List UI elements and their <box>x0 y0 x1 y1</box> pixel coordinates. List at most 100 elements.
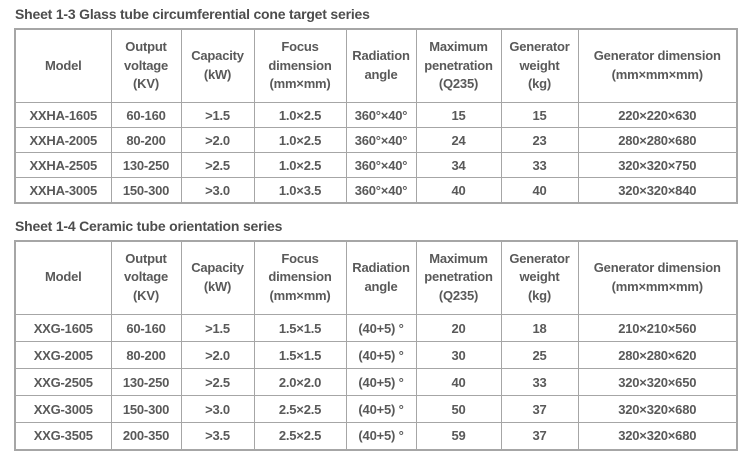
column-header: Radiation angle <box>345 28 417 104</box>
table-cell: 2.5×2.5 <box>253 422 347 451</box>
table-cell: XXG-3005 <box>14 395 112 424</box>
table-cell: 60-160 <box>110 102 182 129</box>
header-row: Model Output voltage (KV) Capacity (kW) Foc… <box>14 240 738 316</box>
table-cell: 2.0×2.0 <box>253 368 347 397</box>
sheet-1-4-title: Sheet 1-4 Ceramic tube orientation serie… <box>15 217 283 234</box>
table-cell: 18 <box>500 314 579 343</box>
table-cell: 15 <box>415 102 502 129</box>
table-cell: 34 <box>415 152 502 179</box>
table-cell: 15 <box>500 102 579 129</box>
column-header: Capacity (kW) <box>180 28 255 104</box>
table-cell: >1.5 <box>180 314 255 343</box>
table-cell: XXG-2005 <box>14 341 112 370</box>
table-cell: (40+5) ° <box>345 395 417 424</box>
table-cell: 200-350 <box>110 422 182 451</box>
table-cell: 80-200 <box>110 341 182 370</box>
table-cell: 150-300 <box>110 395 182 424</box>
table-row: XXHA-2005 80-200 >2.0 1.0×2.5 360°×40° 24 23 28… <box>14 127 738 154</box>
table-cell: 33 <box>500 368 579 397</box>
column-header: Output voltage (KV) <box>110 28 182 104</box>
table-row: XXHA-2505 130-250 >2.5 1.0×2.5 360°×40° 34 33 3… <box>14 152 738 179</box>
table-cell: >3.0 <box>180 177 255 204</box>
column-header: Model <box>14 240 112 316</box>
column-header: Output voltage (KV) <box>110 240 182 316</box>
column-header: Focus dimension (mm×mm) <box>253 240 347 316</box>
table-cell: 1.0×2.5 <box>253 152 347 179</box>
column-header: Maximum penetration (Q235) <box>415 240 502 316</box>
table-cell: 30 <box>415 341 502 370</box>
table-cell: 280×280×620 <box>577 341 738 370</box>
table-header: Model Output voltage (KV) Capacity (kW) Foc… <box>14 28 738 104</box>
table-cell: 360°×40° <box>345 102 417 129</box>
table-cell: 1.0×2.5 <box>253 127 347 154</box>
sheet-1-3-title: Sheet 1-3 Glass tube circumferential con… <box>15 6 370 22</box>
table-body: XXG-1605 60-160 >1.5 1.5×1.5 (40+5) ° 20 18 210… <box>14 314 738 451</box>
table-cell: XXG-3505 <box>14 422 112 451</box>
table-cell: 50 <box>415 395 502 424</box>
column-header: Generator dimension (mm×mm×mm) <box>577 240 738 316</box>
table-cell: >3.5 <box>180 422 255 451</box>
table-cell: 220×220×630 <box>577 102 738 129</box>
table-cell: 360°×40° <box>345 127 417 154</box>
column-header: Radiation angle <box>345 240 417 316</box>
table-cell: XXG-2505 <box>14 368 112 397</box>
column-header: Maximum penetration (Q235) <box>415 28 502 104</box>
table-cell: 25 <box>500 341 579 370</box>
table-cell: 23 <box>500 127 579 154</box>
table-cell: >2.5 <box>180 152 255 179</box>
ceramic-tube-spec-table: Model Output voltage (KV) Capacity (kW) Foc… <box>14 239 738 451</box>
table-cell: 320×320×840 <box>577 177 738 204</box>
table-cell: 2.5×2.5 <box>253 395 347 424</box>
table-cell: 1.0×3.5 <box>253 177 347 204</box>
table-cell: 33 <box>500 152 579 179</box>
table-row: XXHA-1605 60-160 >1.5 1.0×2.5 360°×40° 15 15 22… <box>14 102 738 129</box>
table-row: XXG-3005 150-300 >3.0 2.5×2.5 (40+5) ° 50 37 32… <box>14 395 738 424</box>
table-cell: 40 <box>500 177 579 204</box>
table-cell: 150-300 <box>110 177 182 204</box>
table-cell: 210×210×560 <box>577 314 738 343</box>
table-cell: 80-200 <box>110 127 182 154</box>
table-row: XXG-2505 130-250 >2.5 2.0×2.0 (40+5) ° 40 33 32… <box>14 368 738 397</box>
table-cell: XXHA-2505 <box>14 152 112 179</box>
table-row: XXHA-3005 150-300 >3.0 1.0×3.5 360°×40° 40 40 3… <box>14 177 738 204</box>
table-row: XXG-1605 60-160 >1.5 1.5×1.5 (40+5) ° 20 18 210… <box>14 314 738 343</box>
table-cell: >2.5 <box>180 368 255 397</box>
table-cell: >2.0 <box>180 127 255 154</box>
table-cell: >1.5 <box>180 102 255 129</box>
table-row: XXG-3505 200-350 >3.5 2.5×2.5 (40+5) ° 59 37 32… <box>14 422 738 451</box>
table-cell: 37 <box>500 422 579 451</box>
table-cell: 37 <box>500 395 579 424</box>
table-cell: 40 <box>415 177 502 204</box>
column-header: Model <box>14 28 112 104</box>
table-cell: 280×280×680 <box>577 127 738 154</box>
table-cell: 1.5×1.5 <box>253 341 347 370</box>
table-cell: 20 <box>415 314 502 343</box>
table-cell: >3.0 <box>180 395 255 424</box>
table-cell: 320×320×680 <box>577 422 738 451</box>
table-cell: 1.0×2.5 <box>253 102 347 129</box>
table-cell: (40+5) ° <box>345 314 417 343</box>
table-cell: 320×320×650 <box>577 368 738 397</box>
table-cell: 59 <box>415 422 502 451</box>
table-cell: 360°×40° <box>345 177 417 204</box>
table-cell: 360°×40° <box>345 152 417 179</box>
table-cell: XXG-1605 <box>14 314 112 343</box>
table-cell: XXHA-1605 <box>14 102 112 129</box>
table-cell: 1.5×1.5 <box>253 314 347 343</box>
column-header: Focus dimension (mm×mm) <box>253 28 347 104</box>
table-cell: 60-160 <box>110 314 182 343</box>
table-body: XXHA-1605 60-160 >1.5 1.0×2.5 360°×40° 15 15 22… <box>14 102 738 204</box>
table-cell: XXHA-3005 <box>14 177 112 204</box>
table-header: Model Output voltage (KV) Capacity (kW) Foc… <box>14 240 738 316</box>
table-cell: 320×320×680 <box>577 395 738 424</box>
table-cell: 40 <box>415 368 502 397</box>
column-header: Generator weight (kg) <box>500 28 579 104</box>
header-row: Model Output voltage (KV) Capacity (kW) Foc… <box>14 28 738 104</box>
table-cell: (40+5) ° <box>345 368 417 397</box>
table-cell: >2.0 <box>180 341 255 370</box>
table-cell: XXHA-2005 <box>14 127 112 154</box>
table-cell: 24 <box>415 127 502 154</box>
table-cell: 130-250 <box>110 368 182 397</box>
table-row: XXG-2005 80-200 >2.0 1.5×1.5 (40+5) ° 30 25 280… <box>14 341 738 370</box>
